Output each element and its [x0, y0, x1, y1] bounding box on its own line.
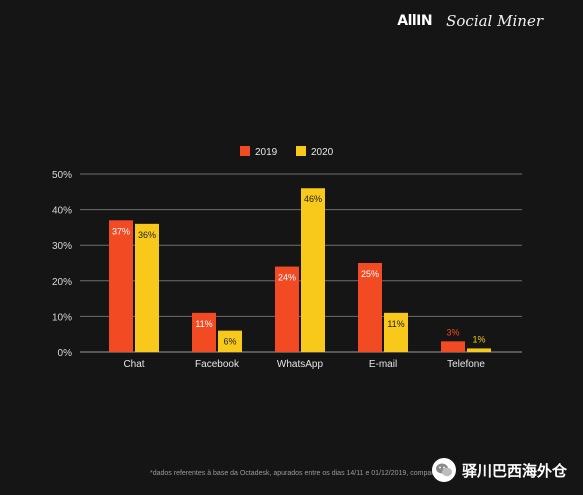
- bar: [135, 223, 159, 352]
- y-tick-label: 10%: [52, 312, 72, 323]
- bar: [109, 220, 133, 352]
- bar-data-label: 46%: [304, 194, 322, 204]
- bar-data-label: 37%: [112, 226, 130, 236]
- watermark: 驿川巴西海外仓: [432, 458, 567, 482]
- bar-data-label: 11%: [195, 319, 212, 329]
- bar-data-label: 3%: [446, 327, 459, 337]
- x-category-label: Telefone: [447, 359, 485, 370]
- x-category-label: Facebook: [195, 359, 240, 370]
- bar-data-label: 6%: [223, 337, 236, 347]
- bar: [358, 263, 382, 352]
- bar-data-label: 11%: [387, 319, 404, 329]
- y-tick-label: 0%: [58, 348, 73, 359]
- bar-data-label: 24%: [278, 273, 296, 283]
- brand-bar: AllIN Social Miner: [397, 12, 543, 30]
- bar-data-label: 25%: [361, 269, 379, 279]
- y-tick-label: 40%: [52, 206, 72, 217]
- bar: [218, 330, 242, 352]
- x-category-label: WhatsApp: [277, 359, 324, 370]
- bar-data-label: 1%: [472, 334, 485, 344]
- bar: [301, 188, 325, 352]
- legend-swatch: [240, 146, 250, 156]
- y-tick-label: 20%: [52, 277, 72, 288]
- watermark-text: 驿川巴西海外仓: [462, 461, 568, 480]
- bar-data-label: 36%: [138, 230, 156, 240]
- footnote: *dados referentes à base da Octadesk, ap…: [150, 470, 440, 477]
- social-miner-logo: Social Miner: [446, 12, 543, 30]
- y-tick-label: 50%: [52, 170, 72, 181]
- bar: [467, 348, 491, 352]
- bar: [192, 312, 216, 352]
- bar: [384, 312, 408, 352]
- legend-label: 2019: [255, 147, 278, 158]
- allin-logo: AllIN: [397, 13, 433, 29]
- x-category-label: Chat: [123, 359, 144, 370]
- legend-label: 2020: [311, 147, 334, 158]
- x-category-label: E-mail: [369, 359, 397, 370]
- bar: [441, 341, 465, 352]
- wechat-icon: [432, 458, 456, 482]
- y-tick-label: 30%: [52, 241, 72, 252]
- legend-swatch: [296, 146, 306, 156]
- bar: [275, 266, 299, 352]
